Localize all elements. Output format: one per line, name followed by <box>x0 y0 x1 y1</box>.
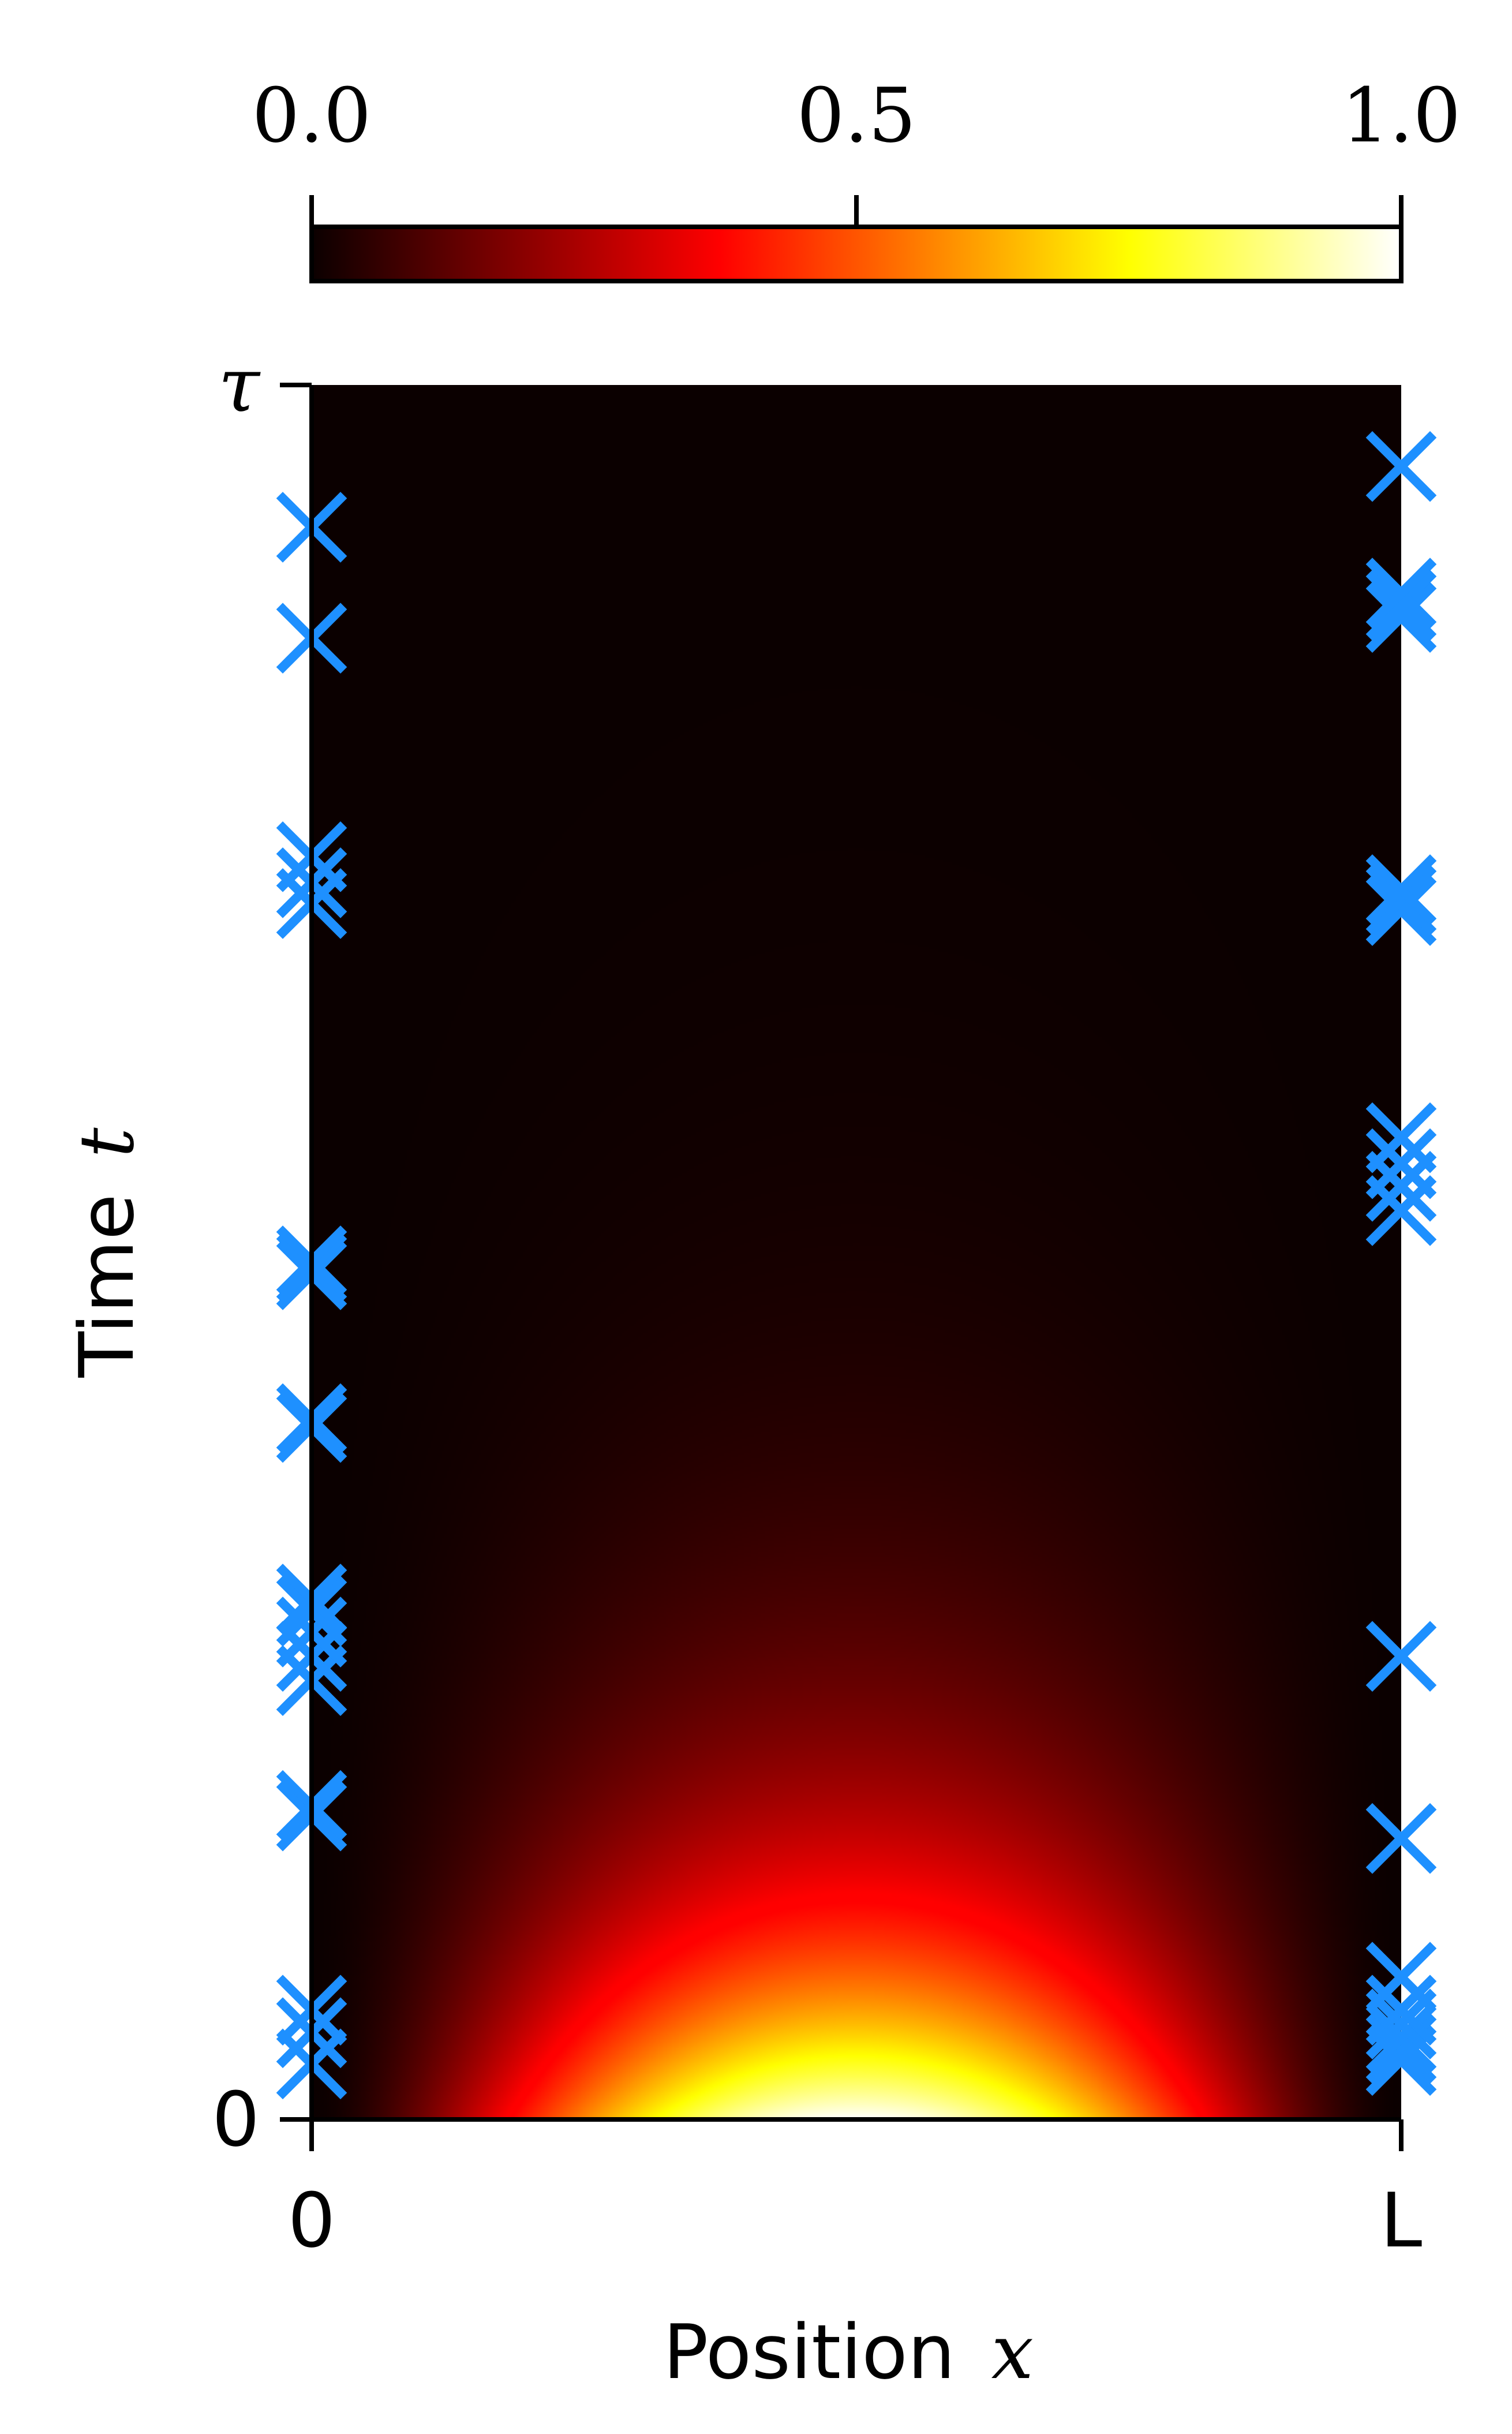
colorbar-tick-label-2: 1.0 <box>1342 72 1461 159</box>
right-event-marker-14 <box>1365 854 1437 925</box>
right-event-marker-17 <box>1365 558 1437 629</box>
y-axis-label-text: Time <box>63 1194 151 1378</box>
colorbar-tick-label-1: 0.5 <box>797 72 916 159</box>
heatmap-field <box>312 385 1401 2119</box>
right-event-marker-12 <box>1365 875 1437 946</box>
right-event-marker-10 <box>1365 1128 1437 1199</box>
colorbar: 0.0 0.5 1.0 <box>252 72 1461 283</box>
x-axis-label-text: Position <box>663 2308 955 2396</box>
heatmap-field-container <box>312 385 1401 2119</box>
x-tick-label-0: 0 <box>288 2177 336 2264</box>
right-event-marker-5 <box>1365 1942 1437 2013</box>
x-axis-label: Position x <box>663 2308 1034 2396</box>
colorbar-ticks: 0.0 0.5 1.0 <box>252 72 1461 227</box>
right-event-marker-16 <box>1365 570 1437 641</box>
x-tick-label-1: L <box>1380 2177 1422 2264</box>
plot-area: 0 L 0 τ <box>212 341 1437 2264</box>
right-event-marker-15 <box>1365 582 1437 653</box>
x-axis-label-variable: x <box>991 2308 1034 2396</box>
colorbar-fill <box>312 227 1401 281</box>
y-tick-label-1: τ <box>218 341 261 429</box>
y-tick-label-0: 0 <box>212 2076 260 2163</box>
right-event-marker-7 <box>1365 1621 1437 1692</box>
right-event-marker-13 <box>1365 865 1437 936</box>
axis-ticks: 0 L 0 τ <box>212 341 1422 2264</box>
colorbar-tick-label-0: 0.0 <box>252 72 372 159</box>
right-event-marker-18 <box>1365 431 1437 502</box>
right-event-marker-6 <box>1365 1803 1437 1874</box>
right-event-marker-2 <box>1365 2002 1437 2074</box>
y-axis-label-variable: t <box>63 1127 151 1158</box>
right-event-marker-8 <box>1365 1175 1437 1246</box>
right-event-marker-3 <box>1365 1988 1437 2060</box>
right-event-marker-9 <box>1365 1150 1437 1222</box>
right-event-marker-11 <box>1365 1102 1437 1173</box>
y-axis-label: Time t <box>63 1127 151 1378</box>
